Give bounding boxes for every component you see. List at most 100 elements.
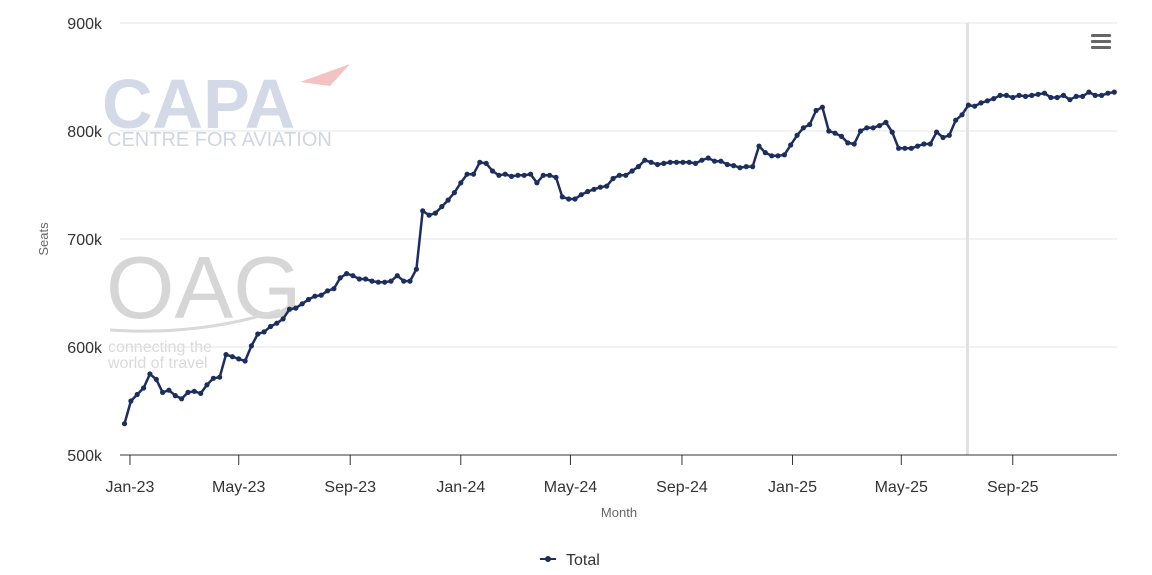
data-point [293, 305, 299, 311]
data-point [356, 276, 362, 282]
data-point [1086, 89, 1092, 95]
data-point [553, 174, 559, 180]
data-point [902, 145, 908, 151]
data-point [540, 172, 546, 178]
data-point [274, 320, 280, 326]
data-point [331, 286, 337, 292]
data-point [375, 279, 381, 285]
data-point [750, 164, 756, 170]
data-point [984, 98, 991, 104]
data-point [1010, 94, 1016, 101]
data-point [972, 103, 978, 109]
data-point [267, 323, 274, 330]
data-point [236, 356, 242, 362]
y-tick-label: 900k [67, 16, 103, 33]
legend-label-total[interactable]: Total [566, 552, 600, 569]
data-point [731, 163, 737, 169]
data-point [692, 160, 699, 166]
data-point [502, 171, 508, 177]
oag-swoosh-icon [109, 308, 281, 333]
data-point [705, 155, 711, 161]
data-point [547, 172, 553, 178]
data-point [426, 212, 432, 218]
data-point [337, 275, 343, 281]
data-point [953, 117, 959, 123]
data-point [915, 143, 921, 149]
data-point [680, 159, 686, 165]
data-point [654, 161, 661, 168]
data-point [1029, 92, 1035, 98]
data-point [489, 168, 496, 174]
data-point [1003, 92, 1010, 98]
data-point [248, 343, 254, 349]
data-point [648, 159, 654, 165]
data-point [432, 210, 438, 216]
data-point [661, 160, 667, 166]
data-point [724, 161, 730, 168]
data-point [604, 183, 610, 189]
data-point [477, 159, 483, 165]
data-point [1092, 92, 1098, 98]
data-point [946, 132, 952, 138]
data-point [1111, 89, 1117, 95]
data-point [1099, 92, 1105, 98]
y-axis-title: Seats [36, 222, 51, 256]
data-point [204, 382, 210, 388]
legend[interactable]: Total [540, 552, 600, 569]
data-point [350, 273, 356, 279]
data-point [851, 141, 857, 147]
menu-bar [1091, 34, 1111, 37]
data-point [775, 153, 781, 159]
x-axis-title: Month [601, 505, 637, 520]
data-point [610, 175, 616, 182]
data-point [198, 390, 204, 396]
data-point [166, 387, 172, 393]
data-point [883, 119, 889, 125]
data-point [857, 128, 864, 134]
x-tick-label: Sep-24 [656, 479, 708, 496]
x-tick-label: May-25 [875, 479, 928, 496]
data-point [712, 158, 718, 164]
data-point [845, 140, 851, 146]
data-point [889, 129, 895, 135]
data-point [908, 145, 914, 151]
x-tick-label: Jan-24 [436, 479, 485, 496]
data-point [616, 172, 623, 178]
data-point [737, 165, 743, 171]
data-point [743, 164, 749, 170]
data-point [153, 376, 159, 382]
data-point [394, 273, 400, 279]
data-point [578, 192, 584, 198]
data-point [305, 296, 312, 303]
x-tick-label: Sep-25 [987, 479, 1039, 496]
data-point [483, 160, 489, 166]
y-tick-label: 700k [67, 232, 103, 249]
data-point [673, 159, 680, 165]
capa-logo-text: CAPA [102, 65, 295, 143]
data-point [629, 168, 635, 174]
data-point [559, 194, 565, 200]
data-point [769, 153, 775, 159]
data-point [185, 389, 191, 395]
data-point [800, 125, 807, 131]
data-point [826, 128, 832, 134]
data-point [794, 132, 800, 138]
capa-logo: CAPA CENTRE FOR AVIATION [102, 64, 350, 151]
data-point [870, 125, 876, 131]
data-point [699, 157, 705, 163]
x-axis-labels: Jan-23 May-23 Sep-23 Jan-24 May-24 Sep-24 Jan-… [106, 479, 1039, 496]
data-point [255, 331, 261, 337]
hamburger-menu-icon[interactable] [1084, 28, 1120, 56]
y-tick-label: 800k [67, 124, 103, 141]
data-point [819, 104, 826, 110]
data-point [413, 266, 419, 272]
data-point [921, 141, 927, 147]
data-point [160, 389, 166, 395]
menu-bar [1091, 46, 1111, 49]
data-point [832, 130, 838, 136]
data-point [363, 276, 369, 282]
data-point [128, 398, 134, 404]
x-tick-label: Sep-23 [324, 479, 376, 496]
capa-logo-subtitle: CENTRE FOR AVIATION [107, 129, 332, 151]
data-point [591, 186, 597, 192]
